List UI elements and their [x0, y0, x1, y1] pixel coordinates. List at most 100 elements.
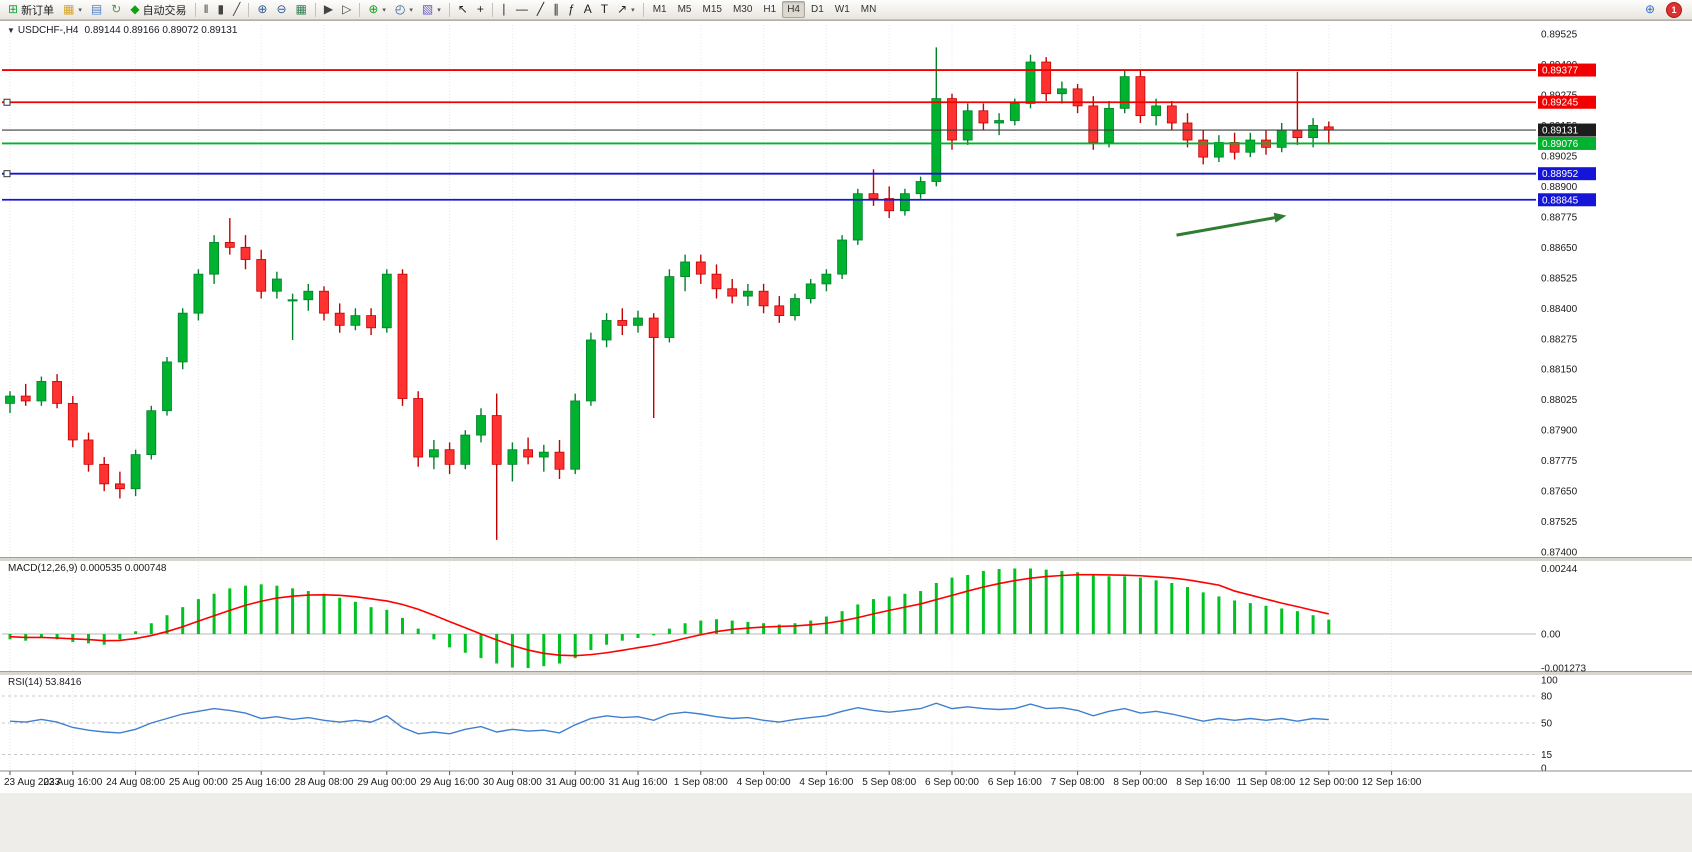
line-style-button[interactable]: ╱	[229, 0, 244, 19]
pane-splitter[interactable]	[0, 671, 1692, 675]
candle	[303, 290, 314, 301]
profiles-icon: ▤	[90, 2, 103, 16]
candle	[67, 402, 78, 441]
timeframe-mn-button[interactable]: MN	[860, 4, 877, 15]
macd-histogram-bar	[401, 617, 404, 634]
timeframe-w1-button[interactable]: W1	[834, 4, 850, 15]
candle	[774, 305, 785, 317]
macd-histogram-bar	[809, 620, 813, 634]
macd-histogram-bar	[1154, 580, 1158, 634]
macd-histogram-bar	[1248, 603, 1252, 634]
chart-shift-button[interactable]: ▷	[338, 0, 355, 19]
price-label: 0.89076	[1542, 139, 1579, 150]
trend-arrow-line[interactable]	[1176, 215, 1281, 237]
time-tick-label: 1 Sep 08:00	[674, 777, 728, 788]
new-order-button[interactable]: ⊞ 新订单	[4, 0, 58, 19]
arrows-button[interactable]: ↗ ▾	[613, 0, 639, 19]
macd-histogram-bar	[605, 633, 609, 645]
timeframe-m15-button[interactable]: M15	[702, 4, 722, 15]
tile-windows-button[interactable]: ▦	[292, 0, 311, 19]
zoom-in-button[interactable]: ⊕	[253, 0, 271, 19]
charts-button[interactable]: ▦ ▾	[59, 0, 86, 19]
candle	[1276, 129, 1287, 148]
macd-histogram-bar	[919, 591, 923, 634]
bars-style-button[interactable]: ‖	[200, 0, 213, 19]
time-tick-label: 28 Aug 08:00	[295, 777, 354, 788]
search-button[interactable]: ⊕	[1641, 0, 1659, 19]
chart-window: 0.895250.894000.892750.891500.890250.889…	[0, 20, 1692, 793]
candle	[617, 320, 628, 326]
macd-histogram-bar	[87, 633, 90, 644]
zoom-out-icon: ⊖	[276, 2, 287, 16]
price-label-box	[1538, 136, 1596, 150]
macd-histogram-bar	[369, 607, 373, 634]
timeframe-h1-button[interactable]: H1	[763, 4, 777, 15]
candle	[711, 273, 722, 290]
timeframe-m5-button[interactable]: M5	[677, 4, 692, 15]
candle	[915, 181, 926, 195]
macd-histogram-bar	[244, 585, 247, 634]
vertical-line-button[interactable]: ∣	[497, 0, 511, 19]
indicators-button[interactable]: ⊕ ▾	[364, 0, 390, 19]
timeframe-m1-button[interactable]: M1	[652, 4, 667, 15]
cursor-button[interactable]: ↖	[454, 0, 472, 19]
zoom-out-button[interactable]: ⊖	[272, 0, 290, 19]
rsi-axis-label: 100	[1541, 676, 1558, 687]
refresh-button[interactable]: ↻	[107, 0, 125, 19]
candle	[428, 449, 439, 458]
candle	[20, 395, 31, 402]
auto-scroll-button[interactable]: ▶	[320, 0, 337, 19]
candle	[1214, 142, 1224, 158]
price-label: 0.89245	[1542, 98, 1579, 109]
label-button[interactable]: T	[597, 0, 612, 19]
collapse-icon[interactable]: ▼	[7, 26, 15, 35]
templates-button[interactable]: ▧ ▾	[418, 0, 445, 19]
macd-histogram-bar	[1091, 574, 1095, 634]
candle	[1057, 88, 1067, 95]
periods-button[interactable]: ◴ ▾	[391, 0, 417, 19]
text-button[interactable]: A	[580, 0, 596, 19]
trendline-button[interactable]: ╱	[533, 0, 548, 19]
candle	[900, 193, 910, 212]
timeframe-m30-button[interactable]: M30	[732, 4, 753, 15]
timeframe-h4-button[interactable]: H4	[782, 1, 805, 18]
macd-histogram-bar	[1311, 615, 1315, 634]
macd-histogram-bar	[259, 584, 263, 634]
macd-histogram-bar	[71, 633, 75, 643]
time-tick-label: 8 Sep 16:00	[1176, 777, 1230, 788]
candle	[884, 198, 895, 212]
macd-histogram-bar	[856, 604, 860, 634]
pane-splitter[interactable]	[0, 557, 1692, 561]
candle	[758, 290, 769, 307]
time-tick-label: 11 Sep 08:00	[1237, 777, 1296, 788]
rsi-indicator-label: RSI(14) 53.8416	[8, 677, 82, 688]
price-label-box	[1538, 63, 1596, 77]
macd-histogram-bar	[966, 574, 970, 634]
profiles-button[interactable]: ▤	[87, 0, 106, 19]
timeframe-d1-button[interactable]: D1	[811, 4, 824, 15]
candle	[680, 261, 690, 277]
price-tick-label: 0.88900	[1541, 182, 1578, 193]
auto-trading-button[interactable]: ◆ 自动交易	[126, 0, 190, 19]
fibonacci-button[interactable]: ƒ	[564, 0, 579, 19]
candle	[727, 288, 738, 297]
notification-badge[interactable]: 1	[1666, 1, 1682, 18]
candles-style-button[interactable]: ▮	[214, 0, 229, 19]
price-label: 0.88952	[1542, 169, 1579, 180]
macd-histogram-bar	[903, 593, 907, 634]
trend-arrow-head[interactable]	[1273, 212, 1287, 223]
chart-ohlc-values: 0.89144 0.89166 0.89072 0.89131	[84, 25, 238, 36]
channel-button[interactable]: ∥	[549, 0, 563, 19]
line-handle[interactable]	[3, 98, 11, 106]
macd-histogram-bar	[620, 633, 624, 641]
candle	[821, 273, 832, 285]
candle	[83, 439, 94, 465]
macd-histogram-bar	[275, 585, 279, 634]
horizontal-line-button[interactable]: —	[512, 0, 532, 19]
macd-histogram-bar	[416, 628, 420, 634]
chevron-down-icon: ▾	[409, 6, 413, 14]
line-handle[interactable]	[3, 170, 11, 178]
auto-scroll-icon: ▶	[323, 2, 334, 16]
crosshair-button[interactable]: +	[473, 0, 488, 19]
